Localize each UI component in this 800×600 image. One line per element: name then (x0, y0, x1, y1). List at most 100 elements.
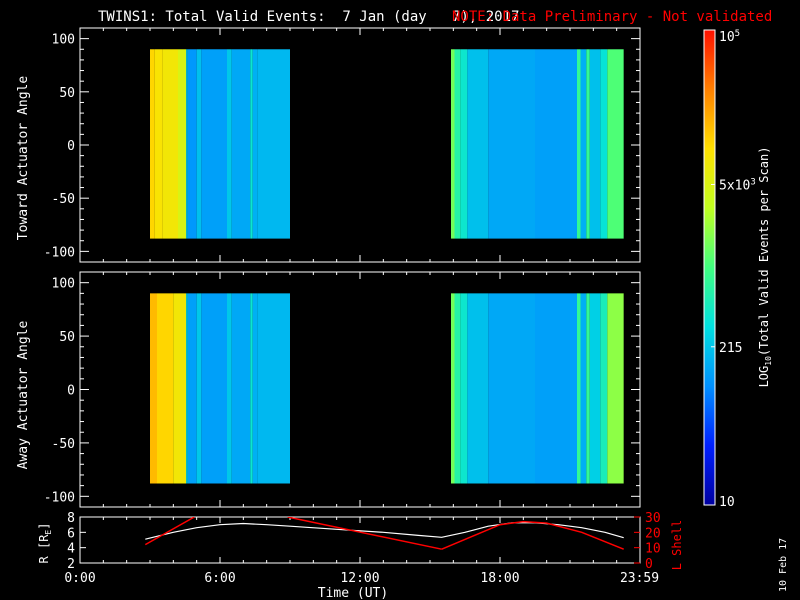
heatmap-column-0-7 (201, 49, 227, 239)
heatmap-column-0-4 (187, 293, 197, 484)
heatmap-column-0-6 (196, 49, 202, 239)
y-left-tick-label: 8 (67, 511, 75, 526)
heatmap-column-0-5 (196, 293, 202, 484)
heatmap-column-1-2 (460, 293, 468, 484)
heatmap-column-1-9 (589, 293, 601, 484)
heatmap-column-1-10 (600, 293, 608, 484)
heatmap-column-1-11 (607, 293, 624, 484)
heatmap-column-1-0 (451, 49, 455, 239)
heatmap-column-0-2 (173, 293, 187, 484)
y-tick-label: 100 (52, 33, 75, 48)
heatmap-column-1-6 (577, 293, 581, 484)
heatmap-column-1-3 (467, 49, 489, 239)
colorbar-tick-label: 215 (719, 341, 742, 356)
heatmap-column-0-5 (187, 49, 197, 239)
heatmap-column-0-3 (186, 293, 188, 484)
y-tick-label: 0 (67, 139, 75, 154)
heatmap-column-0-8 (231, 293, 251, 484)
heatmap-column-0-8 (227, 49, 232, 239)
y-right-tick-label: 30 (645, 511, 661, 526)
heatmap-column-1-2 (460, 49, 468, 239)
y-tick-label: 0 (67, 384, 75, 399)
lshell-series-segment-1 (287, 517, 442, 550)
heatmap-column-0-2 (162, 49, 178, 239)
lshell-series-segment-2 (441, 520, 624, 550)
toward-heatmap-panel: 100 50 0 -50 -100 (44, 27, 641, 263)
preliminary-note: NOTE: Data Preliminary - Not validated (452, 9, 772, 25)
colorbar-tick-label: 10 (719, 495, 735, 510)
colorbar-tick-main: 5x10 (719, 178, 750, 193)
y-left-tick-label: 6 (67, 526, 75, 541)
heatmap-column-1-1 (454, 49, 461, 239)
heatmap-column-1-1 (454, 293, 461, 484)
heatmap-column-0-0 (150, 49, 155, 239)
x-tick-label: 12:00 (340, 571, 379, 586)
heatmap-column-0-0 (150, 293, 157, 484)
heatmap-column-0-9 (231, 49, 251, 239)
heatmap-column-1-8 (586, 293, 590, 484)
heatmap-column-0-4 (186, 49, 188, 239)
heatmap-column-0-3 (178, 49, 187, 239)
lshell-series-segment-0 (144, 517, 195, 546)
heatmap-column-0-7 (227, 293, 232, 484)
heatmap-column-1-11 (607, 49, 624, 239)
chart-title: TWINS1: Total Valid Events: 7 Jan (day 7… (98, 9, 519, 25)
colorbar-tick-exponent: 5 (735, 29, 740, 39)
y-right-tick-label: 0 (645, 557, 653, 572)
x-tick-label: 18:00 (480, 571, 519, 586)
heatmap-column-1-6 (577, 49, 581, 239)
heatmap-column-0-11 (252, 49, 258, 239)
toward-ylabel: Toward Actuator Angle (16, 76, 31, 241)
colorbar-tick-main: 10 (719, 495, 735, 510)
heatmap-column-0-10 (250, 49, 253, 239)
heatmap-column-0-12 (257, 49, 290, 239)
heatmap-column-1-5 (535, 49, 577, 239)
heatmap-column-0-10 (252, 293, 258, 484)
x-tick-label: 0:00 (64, 571, 95, 586)
heatmap-column-0-9 (250, 293, 253, 484)
colorbar-tick-main: 215 (719, 341, 742, 356)
heatmap-column-0-11 (257, 293, 290, 484)
heatmap-column-0-1 (154, 49, 163, 239)
y-tick-label: 100 (52, 277, 75, 292)
y-right-tick-label: 10 (645, 542, 661, 557)
heatmap-column-1-10 (600, 49, 608, 239)
colorbar-tick-main: 10 (719, 30, 735, 45)
y-tick-label: 50 (59, 86, 75, 101)
orbit-xlabel: Time (UT) (318, 586, 388, 600)
heatmap-column-0-1 (157, 293, 174, 484)
heatmap-column-1-4 (488, 293, 535, 484)
away-heatmap-panel: 100 50 0 -50 -100 (44, 271, 641, 508)
colorbar-tick-exponent: 3 (750, 177, 755, 187)
y-left-tick-label: 2 (67, 557, 75, 572)
heatmap-column-1-0 (451, 293, 455, 484)
colorbar-tick-label: 5x103 (719, 177, 756, 193)
away-ylabel: Away Actuator Angle (16, 320, 31, 469)
y-tick-label: -100 (44, 245, 75, 260)
y-tick-label: 50 (59, 330, 75, 345)
x-tick-label: 23:59 (620, 571, 659, 586)
x-tick-label: 6:00 (204, 571, 235, 586)
y-tick-label: -100 (44, 490, 75, 505)
orbit-ylabel-left: R [RE] (37, 523, 53, 564)
colorbar-strip (703, 29, 716, 506)
r-series-line (145, 522, 624, 540)
y-tick-label: -50 (52, 192, 75, 207)
heatmap-column-0-6 (201, 293, 227, 484)
heatmap-column-1-7 (580, 49, 587, 239)
colorbar-label: LOG10(Total Valid Events per Scan) (757, 147, 773, 388)
y-left-tick-label: 4 (67, 542, 75, 557)
colorbar-tick-label: 105 (719, 29, 740, 45)
y-tick-label: -50 (52, 437, 75, 452)
y-right-tick-label: 20 (645, 526, 661, 541)
heatmap-column-1-8 (586, 49, 590, 239)
orbit-ylabel-right: L Shell (670, 520, 684, 571)
heatmap-column-1-5 (535, 293, 577, 484)
heatmap-column-1-4 (488, 49, 535, 239)
heatmap-column-1-9 (589, 49, 601, 239)
heatmap-column-1-7 (580, 293, 587, 484)
